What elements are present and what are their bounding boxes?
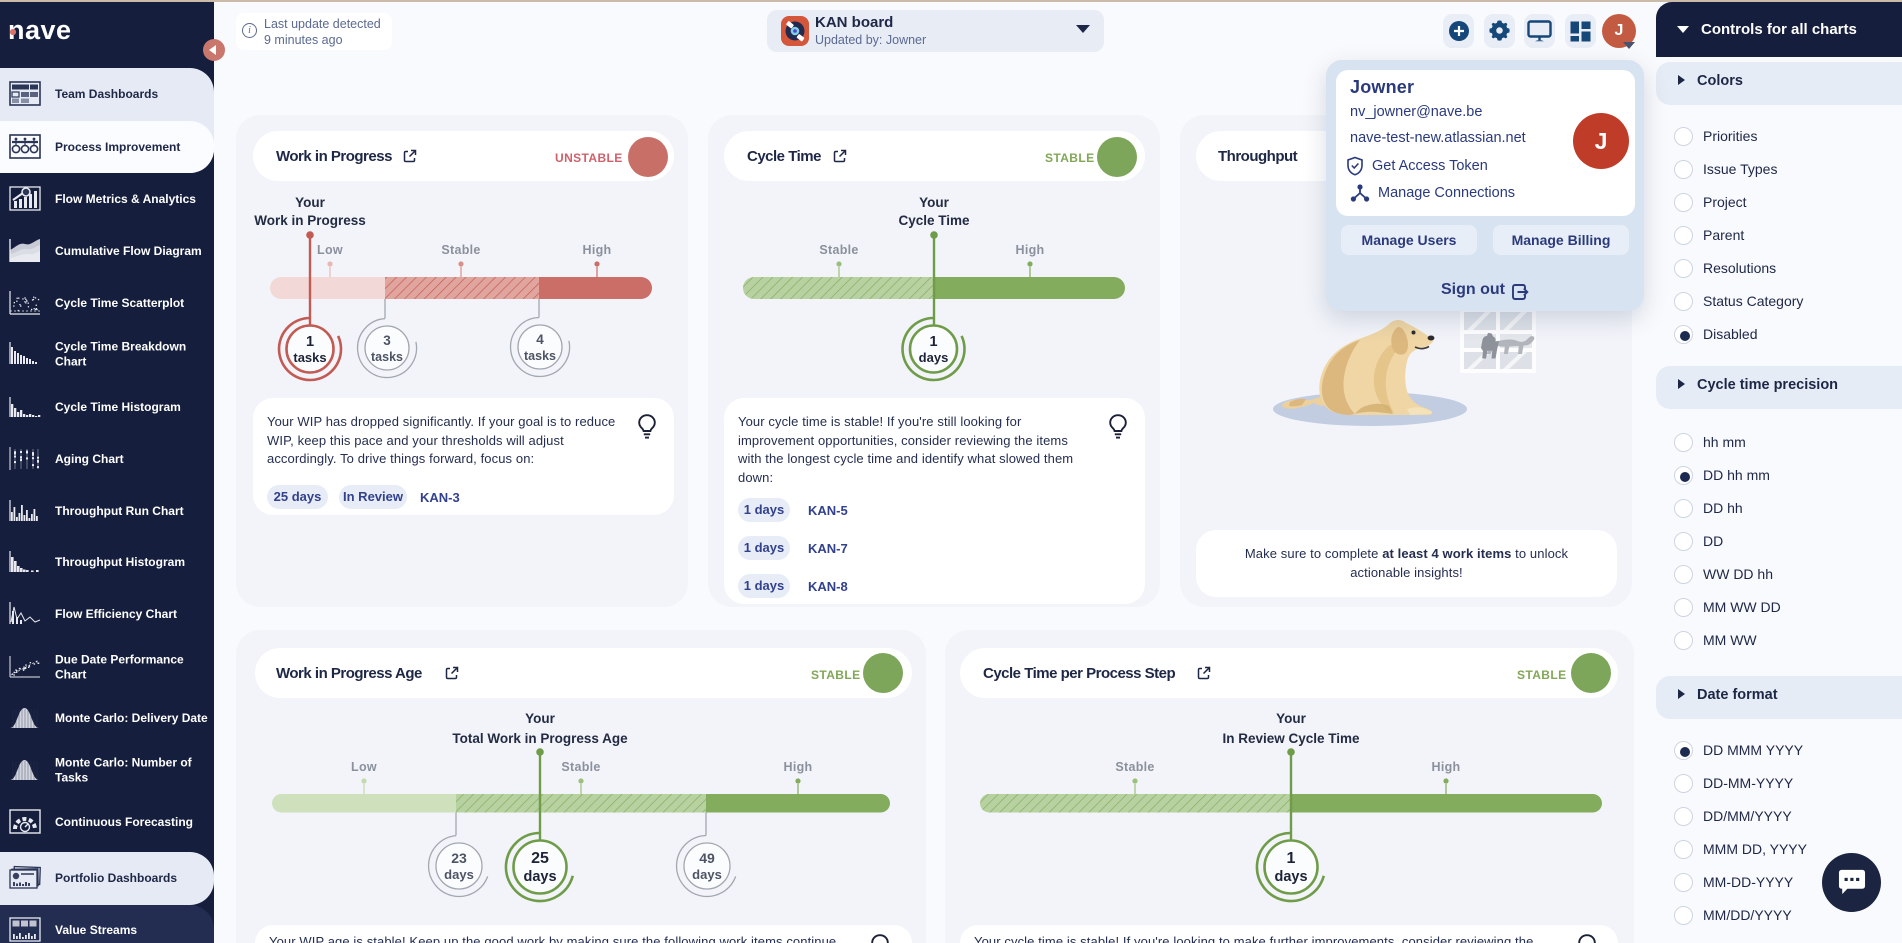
- svg-text:Stable: Stable: [819, 243, 858, 257]
- svg-text:23: 23: [451, 850, 467, 866]
- svg-text:High: High: [1016, 243, 1045, 257]
- svg-text:1: 1: [1287, 850, 1296, 867]
- svg-text:3: 3: [383, 333, 391, 348]
- svg-text:Your: Your: [295, 195, 325, 210]
- svg-text:Work in Progress: Work in Progress: [254, 213, 366, 228]
- svg-text:25: 25: [531, 850, 549, 867]
- svg-text:High: High: [784, 760, 813, 774]
- svg-text:Total Work in Progress Age: Total Work in Progress Age: [452, 731, 628, 746]
- svg-text:tasks: tasks: [524, 349, 556, 363]
- svg-text:Your: Your: [919, 195, 949, 210]
- svg-text:Your: Your: [1276, 711, 1306, 726]
- svg-text:days: days: [523, 869, 556, 885]
- svg-text:Your: Your: [525, 711, 555, 726]
- svg-text:days: days: [919, 350, 949, 365]
- svg-text:Stable: Stable: [1115, 760, 1154, 774]
- svg-text:Cycle Time: Cycle Time: [898, 213, 970, 228]
- svg-text:Low: Low: [317, 243, 343, 257]
- svg-text:High: High: [583, 243, 612, 257]
- svg-text:High: High: [1432, 760, 1461, 774]
- svg-text:Low: Low: [351, 760, 377, 774]
- svg-text:Stable: Stable: [441, 243, 480, 257]
- svg-text:Stable: Stable: [561, 760, 600, 774]
- svg-text:tasks: tasks: [293, 350, 326, 365]
- svg-text:1: 1: [929, 334, 937, 350]
- svg-text:days: days: [1274, 869, 1307, 885]
- svg-text:tasks: tasks: [371, 350, 403, 364]
- svg-text:In Review Cycle Time: In Review Cycle Time: [1222, 731, 1360, 746]
- svg-text:days: days: [692, 867, 722, 882]
- svg-text:days: days: [444, 867, 474, 882]
- svg-text:49: 49: [699, 850, 715, 866]
- svg-text:1: 1: [306, 334, 314, 350]
- svg-text:4: 4: [536, 332, 544, 347]
